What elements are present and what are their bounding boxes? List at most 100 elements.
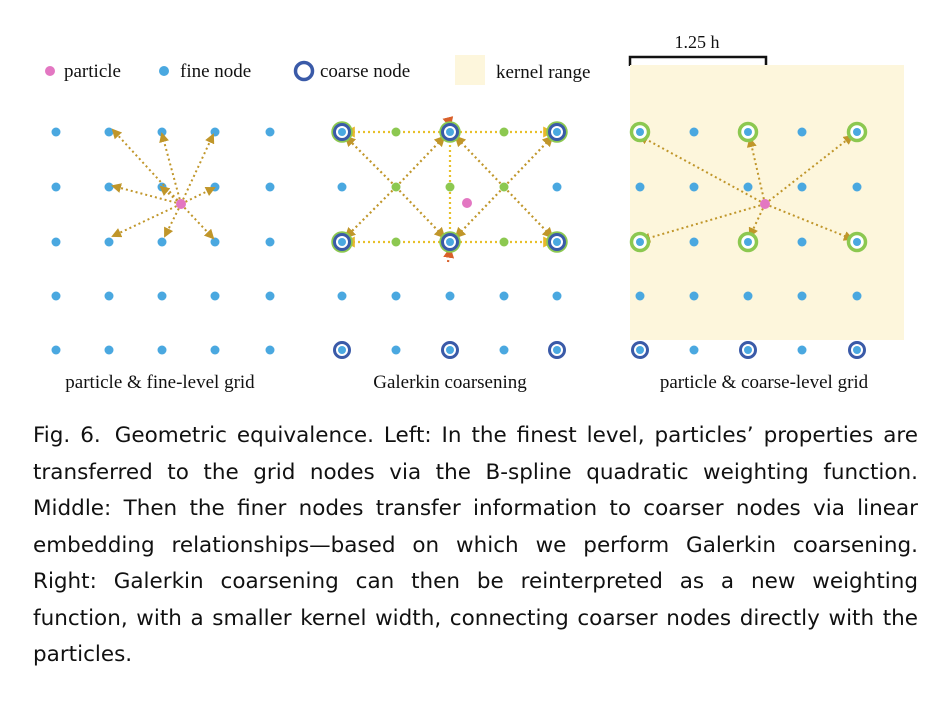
legend-particle-label: particle xyxy=(64,61,121,82)
embedding-link xyxy=(454,186,505,239)
fine-node xyxy=(265,127,275,137)
fine-node xyxy=(391,291,401,301)
fine-node xyxy=(157,345,167,355)
legend: particle fine node coarse node kernel ra… xyxy=(45,55,590,85)
weight-arrow xyxy=(746,137,766,205)
fine-node xyxy=(391,345,401,355)
midpoint-highlight-ring xyxy=(546,231,568,253)
fine-node xyxy=(337,291,347,301)
fine-node xyxy=(797,182,807,192)
fine-node xyxy=(689,182,699,192)
coarse-node-center xyxy=(744,238,752,246)
fine-node xyxy=(552,291,562,301)
left-panel-weight-arrows xyxy=(111,128,216,240)
fine-node xyxy=(337,182,347,192)
particle-legend-icon xyxy=(45,66,55,76)
fine-node xyxy=(689,237,699,247)
weight-arrow xyxy=(111,183,182,205)
midpoint-node xyxy=(499,182,509,192)
fine-node xyxy=(797,345,807,355)
fine-node xyxy=(210,291,220,301)
midpoint-highlight-ring xyxy=(331,231,353,253)
coarse-node-center xyxy=(338,128,346,136)
coarse-node-center xyxy=(338,346,346,354)
fine-node xyxy=(445,291,455,301)
legend-kernel-range-label: kernel range xyxy=(496,62,590,83)
coarse-node-legend-icon xyxy=(293,60,315,82)
right-panel-weight-arrows xyxy=(638,134,854,243)
midpoint-highlight-ring xyxy=(439,121,461,143)
coarse-node-center xyxy=(553,238,561,246)
embedding-link xyxy=(503,186,554,239)
fine-node xyxy=(499,345,509,355)
fine-node xyxy=(51,345,61,355)
fine-node xyxy=(104,345,114,355)
fine-node xyxy=(210,182,220,192)
fine-node xyxy=(635,182,645,192)
embedding-link xyxy=(344,135,397,188)
figure-canvas: particle fine node coarse node kernel ra… xyxy=(45,32,904,393)
fine-node xyxy=(552,182,562,192)
fine-node xyxy=(104,237,114,247)
fine-node xyxy=(689,127,699,137)
fine-node xyxy=(852,291,862,301)
weight-arrow xyxy=(748,203,766,238)
coarse-node-center xyxy=(636,238,644,246)
embedding-link xyxy=(395,186,446,239)
embedding-link xyxy=(395,135,446,188)
legend-coarse-node-label: coarse node xyxy=(320,61,410,82)
left-panel-fine-grid xyxy=(51,127,275,355)
embedding-link xyxy=(454,135,505,188)
right-panel-label: particle & coarse-level grid xyxy=(660,372,869,393)
figure-number: Fig. 6. xyxy=(33,423,101,448)
fine-node xyxy=(51,182,61,192)
weight-arrow xyxy=(111,128,182,205)
fine-node xyxy=(635,291,645,301)
coarse-node-center xyxy=(446,238,454,246)
fine-node xyxy=(743,182,753,192)
weight-arrow xyxy=(164,203,182,238)
weight-arrow xyxy=(640,203,766,243)
fine-node xyxy=(797,127,807,137)
coarse-node-center xyxy=(636,346,644,354)
fine-node xyxy=(210,345,220,355)
fine-node xyxy=(104,127,114,137)
fine-node xyxy=(51,237,61,247)
midpoint-node xyxy=(499,237,509,247)
coarse-node-center xyxy=(553,346,561,354)
fine-node xyxy=(797,291,807,301)
fine-node xyxy=(852,182,862,192)
weight-arrow xyxy=(180,133,215,205)
midpoint-node xyxy=(499,127,509,137)
weight-arrow xyxy=(764,134,854,205)
coarse-node-center xyxy=(446,128,454,136)
weight-arrow xyxy=(111,203,182,238)
midpoint-node xyxy=(445,182,455,192)
midpoint-node xyxy=(391,237,401,247)
fine-node xyxy=(210,237,220,247)
fine-node xyxy=(157,237,167,247)
left-panel-label: particle & fine-level grid xyxy=(65,372,255,393)
coarse-node-center xyxy=(636,128,644,136)
weight-arrow xyxy=(159,132,182,205)
weight-arrow xyxy=(180,203,215,240)
fine-node xyxy=(797,237,807,247)
midpoint-highlight-ring xyxy=(439,231,461,253)
right-panel-particle xyxy=(760,199,770,209)
coarse-node-center xyxy=(446,346,454,354)
midpoint-node xyxy=(391,182,401,192)
midpoint-highlight-ring xyxy=(546,121,568,143)
midpoint-highlight-ring xyxy=(331,121,353,143)
fine-node xyxy=(265,182,275,192)
weight-arrow xyxy=(180,186,216,205)
fine-node xyxy=(265,291,275,301)
weight-arrow xyxy=(159,185,182,205)
fine-node xyxy=(51,127,61,137)
fine-node xyxy=(689,291,699,301)
coarse-node-center xyxy=(853,346,861,354)
coarse-node-center xyxy=(744,346,752,354)
right-panel-coarse-grid xyxy=(629,121,868,359)
fine-node xyxy=(51,291,61,301)
legend-fine-node-label: fine node xyxy=(180,61,251,82)
scale-bar-label: 1.25 h xyxy=(675,32,720,52)
